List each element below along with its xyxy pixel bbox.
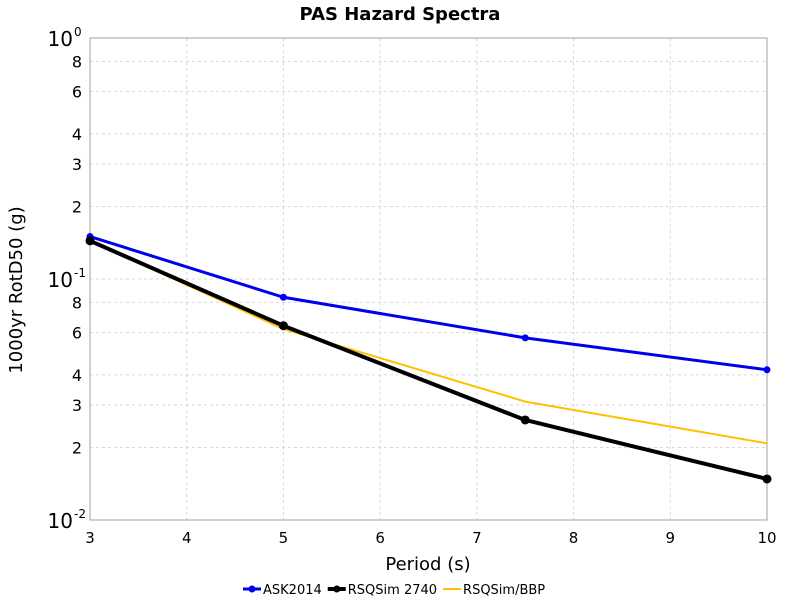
legend-marker xyxy=(333,585,341,593)
y-axis-label: 1000yr RotD50 (g) xyxy=(6,206,27,373)
x-tick-label: 9 xyxy=(666,529,676,547)
x-tick-label: 3 xyxy=(85,529,95,547)
y-minor-tick-label: 4 xyxy=(72,366,82,385)
x-axis-label: Period (s) xyxy=(385,554,470,575)
series-line xyxy=(89,239,768,481)
data-point xyxy=(520,415,530,425)
chart-title: PAS Hazard Spectra xyxy=(300,4,501,25)
x-tick-label: 8 xyxy=(569,529,579,547)
legend-item: RSQSim 2740 xyxy=(327,583,437,598)
y-minor-tick-label: 2 xyxy=(72,197,82,216)
x-tick-label: 6 xyxy=(375,529,385,547)
legend-marker xyxy=(248,585,256,593)
data-point xyxy=(521,334,529,342)
x-tick-label: 4 xyxy=(182,529,192,547)
y-minor-tick-label: 8 xyxy=(72,52,82,71)
y-minor-tick-label: 6 xyxy=(72,323,82,342)
y-tick-base: 10 xyxy=(48,509,73,533)
y-major-tick-label: 10 0 xyxy=(48,25,82,51)
y-minor-tick-label: 3 xyxy=(72,155,82,174)
legend-item: RSQSim/BBP xyxy=(443,583,545,598)
x-tick-label: 7 xyxy=(472,529,482,547)
y-tick-base: 10 xyxy=(48,27,73,51)
y-minor-tick-label: 6 xyxy=(72,82,82,101)
series-layer xyxy=(85,233,772,484)
series-rsqsim-2740 xyxy=(85,236,772,484)
x-tick-label: 5 xyxy=(279,529,289,547)
data-point xyxy=(279,293,287,301)
y-major-tick-label: 10 -2 xyxy=(48,507,86,533)
y-minor-tick-label: 8 xyxy=(72,293,82,312)
y-minor-tick-label: 2 xyxy=(72,438,82,457)
data-point xyxy=(85,236,95,246)
data-point xyxy=(763,366,771,374)
y-tick-exponent: -1 xyxy=(74,266,86,280)
y-minor-tick-label: 4 xyxy=(72,125,82,144)
y-tick-exponent: -2 xyxy=(74,507,86,521)
data-point xyxy=(762,474,772,484)
legend-label: RSQSim 2740 xyxy=(348,583,437,598)
legend-label: RSQSim/BBP xyxy=(463,583,545,598)
legend-label: ASK2014 xyxy=(263,583,322,598)
series-line xyxy=(89,235,768,372)
y-tick-base: 10 xyxy=(48,268,73,292)
grid xyxy=(89,37,768,521)
y-major-tick-label: 10 -1 xyxy=(48,266,86,292)
series-line xyxy=(89,239,768,445)
series-ask2014 xyxy=(86,233,771,374)
legend-item: ASK2014 xyxy=(243,583,322,598)
y-tick-exponent: 0 xyxy=(74,25,82,39)
data-point xyxy=(278,321,288,331)
y-minor-tick-label: 3 xyxy=(72,396,82,415)
series-rsqsim-bbp xyxy=(89,239,768,445)
x-tick-label: 10 xyxy=(757,529,776,547)
plot-area-border xyxy=(89,37,768,521)
legend: ASK2014 RSQSim 2740 RSQSim/BBP xyxy=(243,583,545,598)
